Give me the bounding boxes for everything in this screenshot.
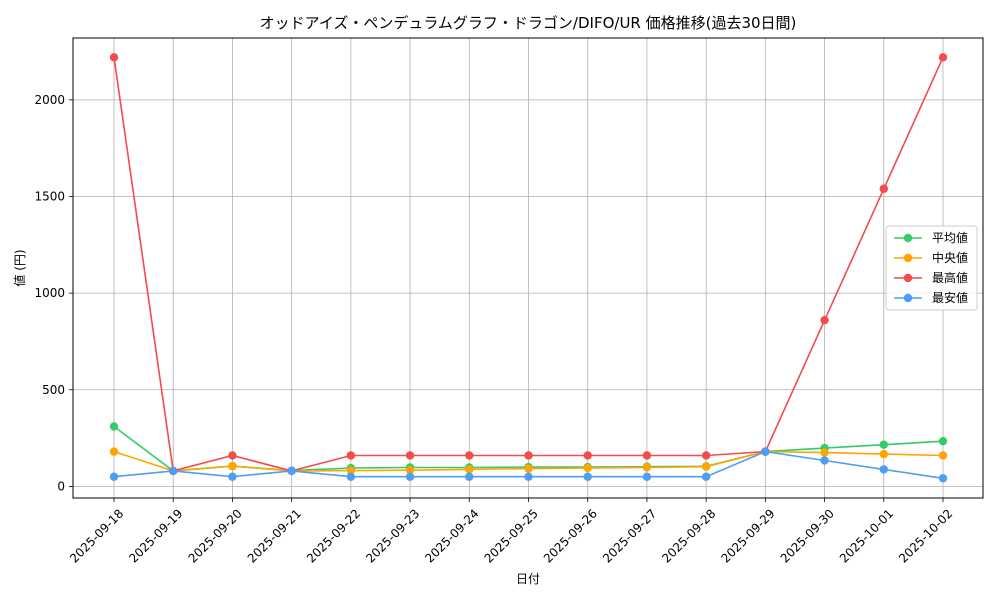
data-point [465, 472, 474, 481]
legend-label: 中央値 [932, 250, 968, 265]
data-point [642, 463, 652, 472]
legend-item: 平均値 [894, 230, 968, 245]
data-point [228, 461, 237, 471]
series-中央値 [109, 447, 948, 476]
data-point [583, 463, 592, 473]
data-point [405, 451, 415, 460]
legend-marker [903, 233, 913, 243]
data-point [524, 451, 533, 460]
data-point [109, 53, 119, 62]
data-point [228, 451, 237, 460]
legend-item: 最高値 [894, 270, 968, 285]
data-point [465, 451, 474, 460]
data-point [346, 466, 356, 475]
y-tick-label: 2000 [34, 93, 65, 107]
y-tick-label: 500 [42, 383, 65, 397]
legend-marker [903, 273, 913, 283]
data-point [169, 466, 178, 476]
data-point [701, 451, 711, 460]
data-point [701, 472, 711, 481]
data-point [346, 451, 356, 460]
x-axis-label: 日付 [516, 572, 540, 586]
data-point [820, 315, 829, 325]
legend-item: 最安値 [894, 290, 968, 305]
data-point [879, 465, 888, 474]
legend-box [885, 225, 978, 311]
data-point [583, 451, 592, 460]
data-point [938, 53, 948, 62]
data-point [701, 462, 711, 471]
data-point [938, 436, 948, 446]
y-axis-label: 値 (円) [12, 249, 27, 286]
data-point [642, 472, 652, 481]
data-point [879, 440, 888, 449]
data-point [820, 448, 829, 457]
data-point [405, 465, 415, 475]
data-point [879, 449, 888, 459]
data-point [228, 472, 237, 481]
legend-label: 平均値 [932, 230, 968, 245]
data-point [287, 466, 296, 476]
y-tick-label: 1000 [34, 286, 65, 300]
data-point [938, 474, 948, 483]
series-最高値 [109, 53, 948, 476]
data-point [938, 451, 948, 460]
legend-marker [903, 293, 913, 303]
data-point [405, 472, 415, 481]
chart-title: オッドアイズ・ペンデュラムグラフ・ドラゴン/DIFO/UR 価格推移(過去30日… [260, 14, 797, 32]
plot-area-frame [72, 37, 984, 499]
data-point [524, 472, 533, 481]
data-point [109, 422, 119, 431]
series-最安値 [109, 447, 948, 483]
data-point [465, 465, 474, 474]
legend-item: 中央値 [894, 250, 968, 265]
y-tick-label: 1500 [34, 189, 65, 203]
data-point [583, 472, 592, 481]
data-point [346, 472, 356, 481]
legend-label: 最安値 [932, 290, 968, 305]
data-point [524, 464, 533, 473]
grid-lines [73, 38, 983, 498]
legend-marker [903, 253, 913, 263]
data-point [761, 447, 770, 456]
data-point [109, 447, 119, 456]
y-tick-label: 0 [57, 479, 65, 493]
data-point [109, 472, 119, 481]
data-point [879, 184, 888, 193]
data-point [642, 451, 652, 460]
data-point [820, 456, 829, 465]
legend-label: 最高値 [932, 270, 968, 285]
series-layer [109, 53, 948, 483]
